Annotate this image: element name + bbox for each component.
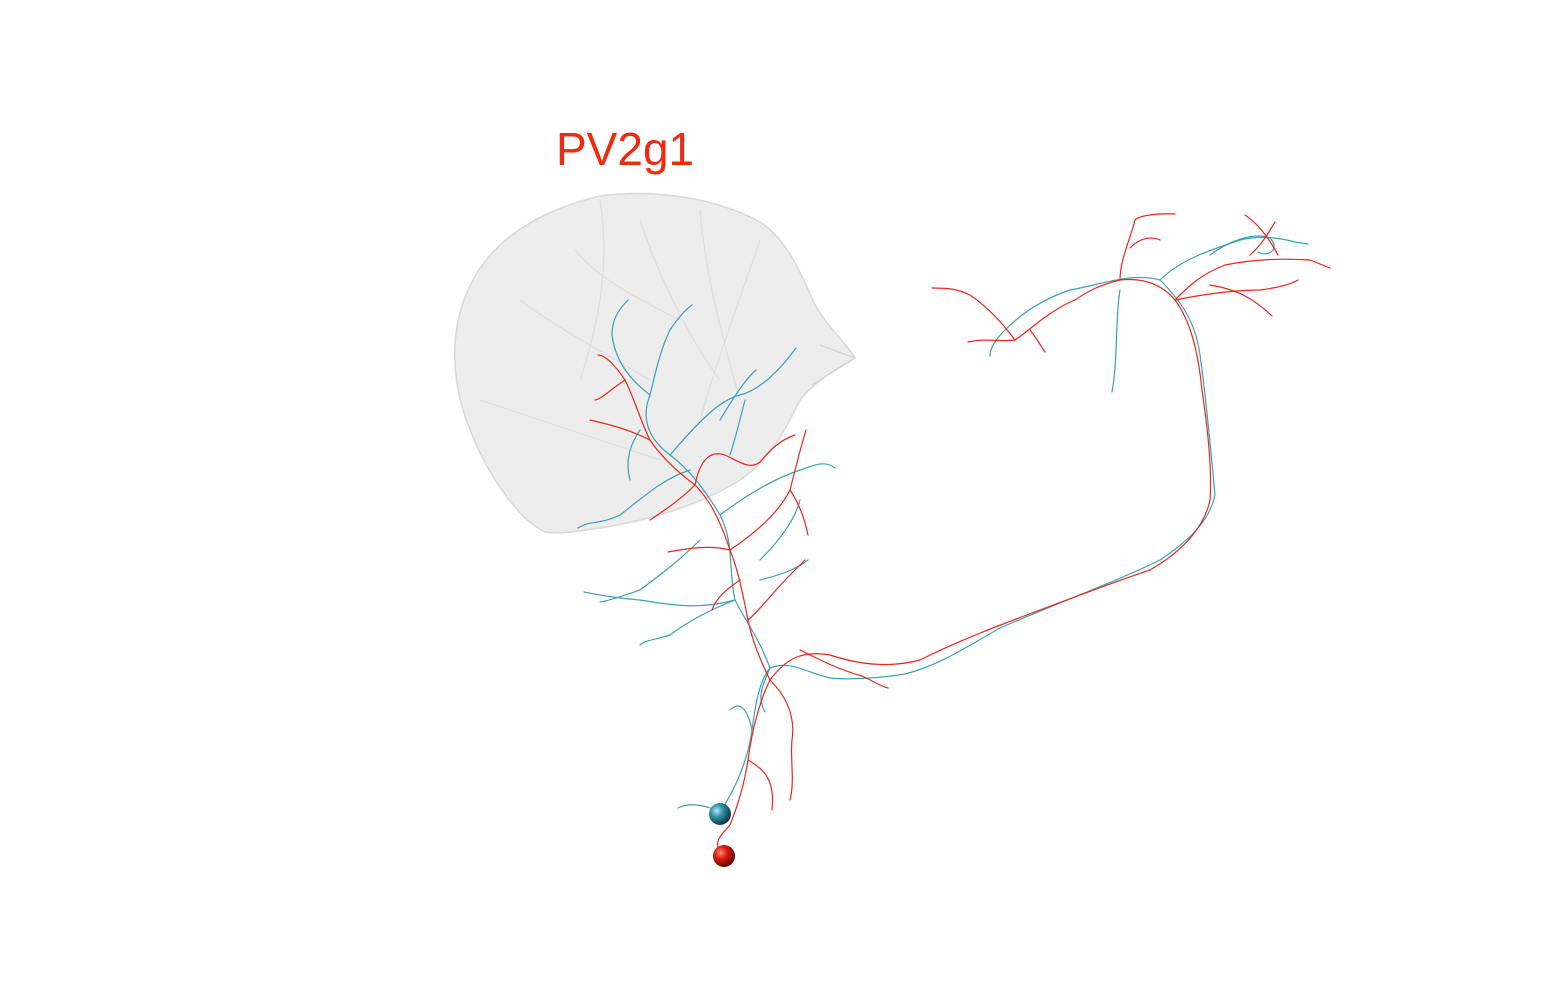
neuropil-mesh <box>454 192 857 534</box>
neuron-type-label: PV2g1 <box>556 123 694 175</box>
neuron-b-skeleton <box>577 235 1309 813</box>
neuron-a-skeleton <box>589 213 1331 856</box>
soma-a-sphere <box>713 845 735 867</box>
soma-b-sphere <box>709 803 731 825</box>
